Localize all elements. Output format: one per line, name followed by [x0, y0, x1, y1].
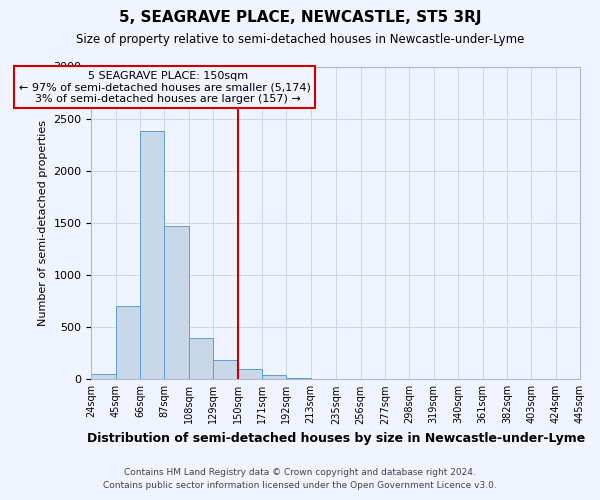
Bar — [116, 306, 140, 380]
Bar — [189, 338, 213, 380]
Bar — [164, 226, 189, 380]
Bar — [286, 378, 311, 380]
Bar — [213, 360, 238, 380]
Text: Size of property relative to semi-detached houses in Newcastle-under-Lyme: Size of property relative to semi-detach… — [76, 32, 524, 46]
Text: 5, SEAGRAVE PLACE, NEWCASTLE, ST5 3RJ: 5, SEAGRAVE PLACE, NEWCASTLE, ST5 3RJ — [119, 10, 481, 25]
Bar — [311, 379, 335, 380]
Bar — [238, 370, 262, 380]
Text: 5 SEAGRAVE PLACE: 150sqm
← 97% of semi-detached houses are smaller (5,174)
  3% : 5 SEAGRAVE PLACE: 150sqm ← 97% of semi-d… — [19, 71, 310, 104]
Bar — [140, 131, 164, 380]
Y-axis label: Number of semi-detached properties: Number of semi-detached properties — [38, 120, 48, 326]
Bar — [91, 374, 116, 380]
Text: Contains HM Land Registry data © Crown copyright and database right 2024.
Contai: Contains HM Land Registry data © Crown c… — [103, 468, 497, 490]
Bar — [262, 375, 286, 380]
X-axis label: Distribution of semi-detached houses by size in Newcastle-under-Lyme: Distribution of semi-detached houses by … — [86, 432, 585, 445]
